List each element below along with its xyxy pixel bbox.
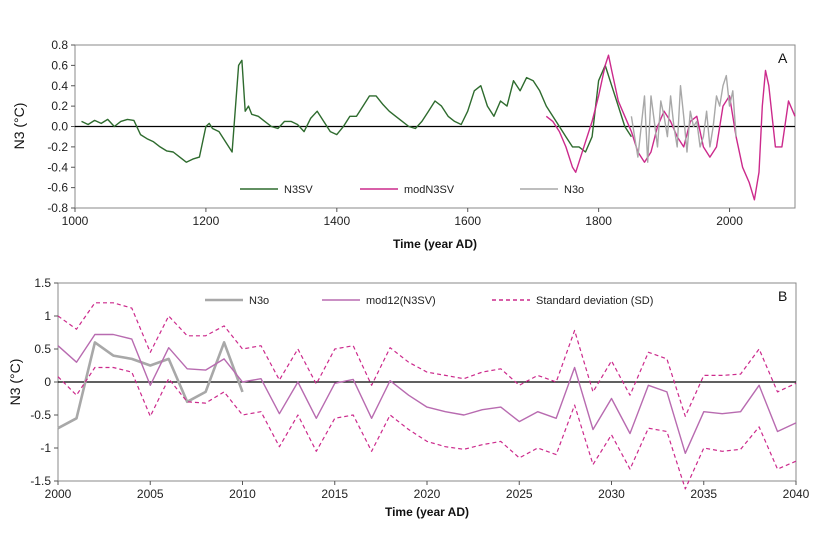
- legend-label: Standard deviation (SD): [536, 295, 653, 307]
- x-tick-label: 2025: [506, 487, 533, 501]
- y-tick-label: 0.4: [51, 79, 68, 93]
- y-tick-label: -0.8: [47, 201, 68, 215]
- x-tick-label: 1600: [454, 214, 481, 228]
- panel-a-xlabel: Time (year AD): [393, 237, 477, 251]
- panel-b-legend: N3o mod12(N3SV) Standard deviation (SD): [205, 295, 653, 307]
- y-tick-label: 0.2: [51, 99, 68, 113]
- panel-b-ylabel: N3 (°C): [7, 359, 23, 406]
- y-tick-label: 0.5: [34, 342, 51, 356]
- x-tick-label: 1200: [193, 214, 220, 228]
- y-tick-label: -1.5: [30, 474, 51, 488]
- y-tick-label: -0.2: [47, 140, 68, 154]
- x-tick-label: 2015: [321, 487, 348, 501]
- y-tick-label: 1: [44, 309, 51, 323]
- x-tick-label: 1800: [585, 214, 612, 228]
- panel-b: -1.5 -1 -0.5 0 0.5 1 1.5 2000 2005 2010 2015 2020 20…: [7, 276, 810, 519]
- legend-label: N3SV: [284, 184, 313, 196]
- panel-a-label: A: [778, 50, 788, 66]
- x-tick-label: 2010: [229, 487, 256, 501]
- legend-label: N3o: [564, 184, 584, 196]
- y-tick-label: 0.8: [51, 38, 68, 52]
- x-tick-label: 1400: [323, 214, 350, 228]
- series-line-standard-deviation-sd: [57, 302, 797, 417]
- x-tick-label: 2000: [716, 214, 743, 228]
- x-tick-label: 2035: [690, 487, 717, 501]
- x-tick-label: 2040: [783, 487, 810, 501]
- legend-label: modN3SV: [404, 184, 455, 196]
- panel-a-legend: N3SV modN3SV N3o: [240, 184, 584, 196]
- y-tick-label: -0.4: [47, 160, 68, 174]
- legend-label: N3o: [249, 295, 269, 307]
- series-line-mod12-n3sv: [57, 333, 797, 454]
- y-tick-label: 0.6: [51, 58, 68, 72]
- panel-b-label: B: [778, 288, 787, 304]
- series-line-modn3sv: [545, 54, 796, 201]
- x-tick-label: 2020: [414, 487, 441, 501]
- x-tick-label: 1000: [62, 214, 89, 228]
- y-tick-label: -1: [40, 441, 51, 455]
- x-tick-label: 2030: [598, 487, 625, 501]
- x-tick-label: 2005: [137, 487, 164, 501]
- y-tick-label: -0.5: [30, 408, 51, 422]
- x-tick-label: 2000: [45, 487, 72, 501]
- panel-a: -0.8 -0.6 -0.4 -0.2 0.0 0.2 0.4 0.6 0.8 1000 1200 1…: [11, 38, 796, 251]
- y-tick-label: 0.0: [51, 120, 68, 134]
- series-line-standard-deviation-sd-lower: [57, 366, 797, 490]
- y-tick-label: 1.5: [34, 276, 51, 290]
- y-tick-label: 0: [44, 375, 51, 389]
- panel-a-ylabel: N3 (°C): [11, 103, 27, 150]
- panel-b-xlabel: Time (year AD): [385, 505, 469, 519]
- series-line-n3sv: [81, 59, 632, 163]
- series-line-n3o: [630, 74, 737, 163]
- legend-label: mod12(N3SV): [366, 295, 436, 307]
- y-tick-label: -0.6: [47, 181, 68, 195]
- series-line-n3o: [57, 341, 244, 430]
